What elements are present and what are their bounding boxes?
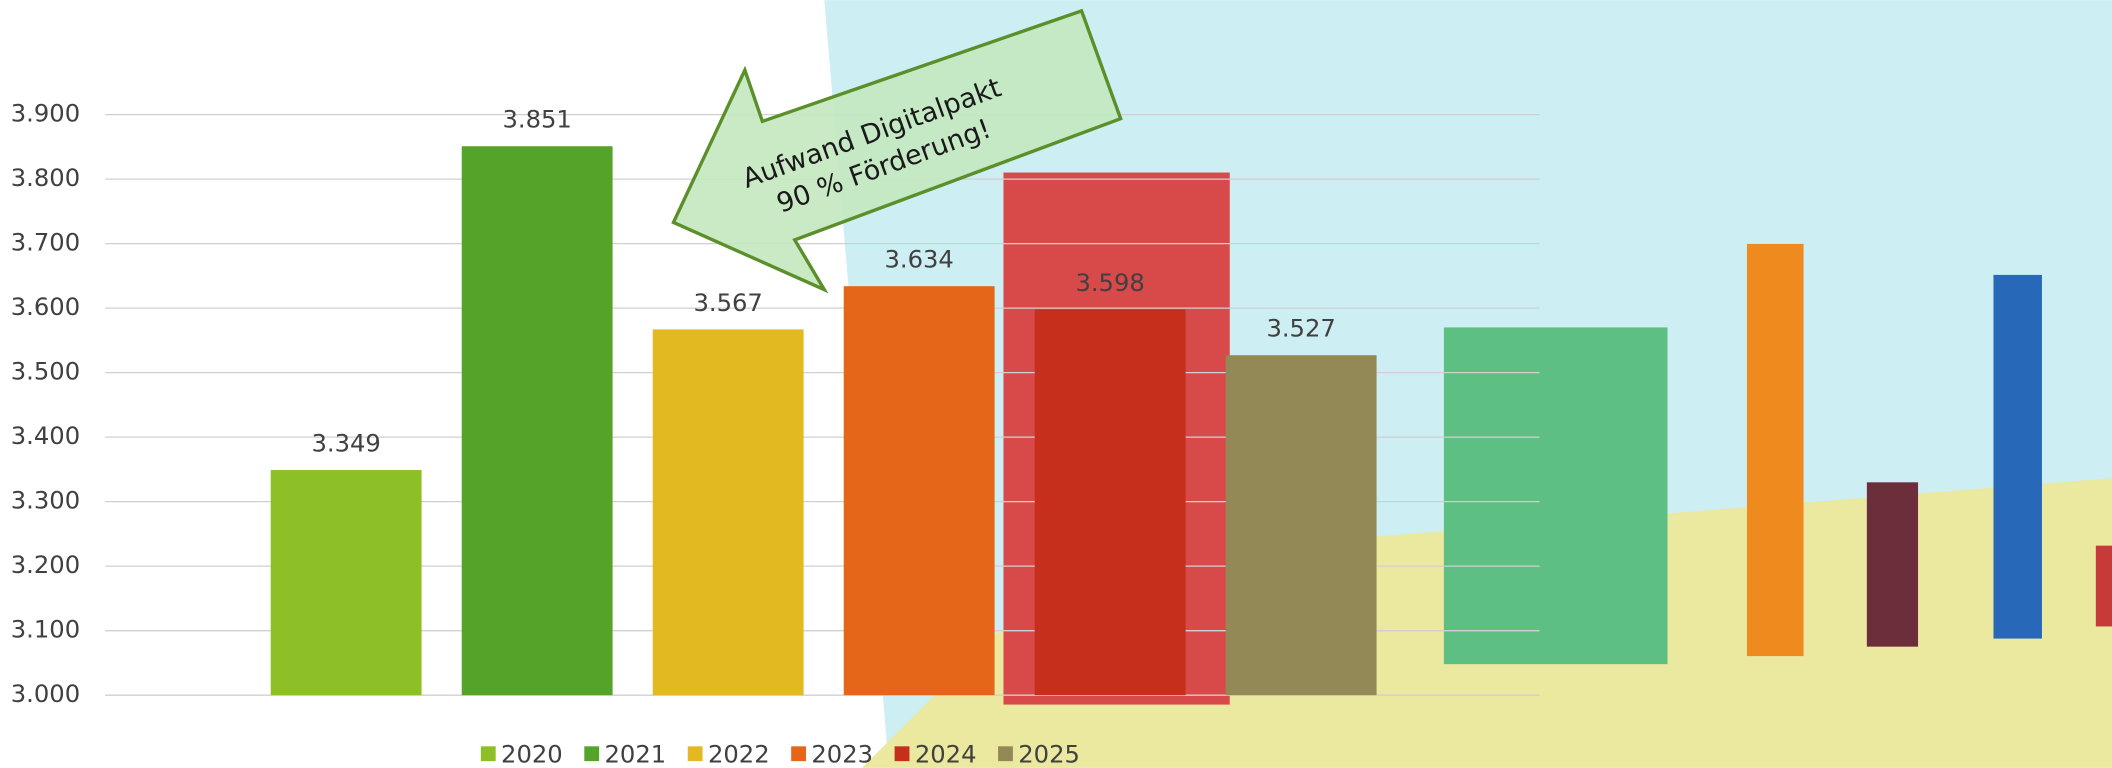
y-tick-label: 3.800 [11,163,80,192]
data-label: 3.598 [1075,268,1144,297]
y-tick-label: 3.600 [11,292,80,321]
data-label: 3.527 [1266,314,1335,343]
y-tick-label: 3.700 [11,228,80,257]
y-tick-label: 3.100 [11,615,80,644]
bar [462,146,613,695]
bar [844,286,995,695]
page: {"chart_data": {"type": "bar", "categori… [0,0,2112,768]
y-tick-label: 3.300 [11,486,80,515]
y-tick-label: 3.200 [11,550,80,579]
legend-label: 2024 [915,740,977,768]
y-tick-label: 3.900 [11,99,80,128]
legend-swatch [584,746,599,761]
legend-swatch [481,746,496,761]
y-tick-label: 3.500 [11,357,80,386]
legend-label: 2021 [605,740,667,768]
bar [1226,355,1377,695]
legend-swatch [895,746,910,761]
legend-label: 2023 [811,740,873,768]
legend-swatch [688,746,703,761]
legend-label: 2025 [1018,740,1080,768]
bar [653,329,804,695]
legend-swatch [791,746,806,761]
bar [1035,309,1186,695]
data-label: 3.349 [311,428,380,457]
legend-label: 2020 [501,740,563,768]
data-label: 3.567 [693,288,762,317]
y-tick-label: 3.000 [11,679,80,708]
data-label: 3.851 [502,105,571,134]
data-label: 3.634 [884,245,953,274]
chart: Aufwand Digitalpakt 90 % Förderung! 3.00… [0,0,2112,768]
legend-label: 2022 [708,740,770,768]
bar [271,470,422,695]
legend-swatch [998,746,1013,761]
y-tick-label: 3.400 [11,421,80,450]
